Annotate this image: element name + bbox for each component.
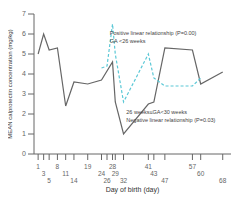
svg-text:26: 26 — [103, 177, 111, 184]
svg-text:6: 6 — [22, 30, 26, 37]
svg-text:2: 2 — [22, 110, 26, 117]
svg-text:7: 7 — [22, 10, 26, 17]
svg-text:5: 5 — [47, 177, 51, 184]
svg-text:Positive linear relationship (: Positive linear relationship (P=0.00)GA … — [110, 30, 197, 44]
svg-text:5: 5 — [22, 50, 26, 57]
svg-text:1: 1 — [22, 130, 26, 137]
svg-text:3: 3 — [22, 90, 26, 97]
svg-text:8: 8 — [56, 163, 60, 170]
svg-text:4: 4 — [22, 70, 26, 77]
svg-text:24: 24 — [98, 170, 106, 177]
svg-text:14: 14 — [70, 177, 78, 184]
svg-text:47: 47 — [161, 177, 169, 184]
svg-text:43: 43 — [150, 170, 158, 177]
svg-text:19: 19 — [84, 163, 92, 170]
svg-text:41: 41 — [145, 163, 153, 170]
svg-text:68: 68 — [219, 177, 227, 184]
svg-text:57: 57 — [189, 163, 197, 170]
svg-text:1: 1 — [36, 163, 40, 170]
svg-text:MEAN calprotectin concentratio: MEAN calprotectin concentration (mg/kg) — [8, 29, 13, 138]
svg-text:Day of birth (day): Day of birth (day) — [106, 186, 160, 194]
svg-text:3: 3 — [42, 170, 46, 177]
svg-text:11: 11 — [62, 170, 69, 177]
svg-text:28: 28 — [109, 163, 117, 170]
svg-text:0: 0 — [22, 150, 26, 157]
svg-text:60: 60 — [197, 170, 205, 177]
svg-text:32: 32 — [120, 177, 128, 184]
svg-text:26 weeks≤GA<30 weeksNegative l: 26 weeks≤GA<30 weeksNegative linear rela… — [126, 109, 215, 123]
svg-text:29: 29 — [112, 170, 120, 177]
